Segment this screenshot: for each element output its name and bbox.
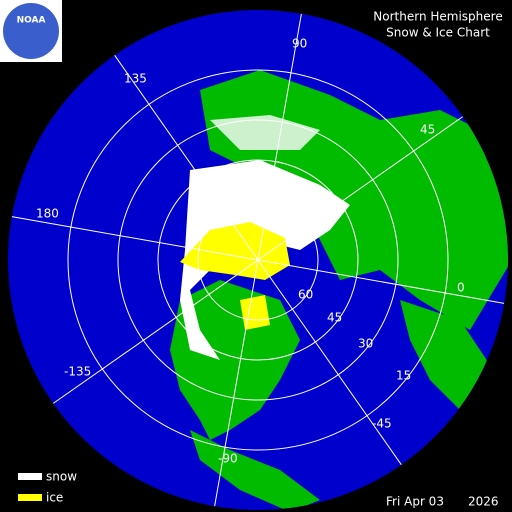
latitude-label: 45: [327, 311, 342, 325]
logo-text: NOAA: [17, 16, 46, 26]
meridian: [114, 54, 402, 466]
graticule: [11, 13, 505, 507]
title-line: Snow & Ice Chart: [386, 26, 490, 40]
longitude-label: 135: [124, 72, 147, 86]
latitude-label: 15: [396, 369, 411, 383]
snow-cover: [210, 115, 320, 150]
latitude-label: 30: [358, 337, 373, 351]
latitude-label: 60: [298, 288, 313, 302]
legend-label: snow: [46, 470, 77, 484]
sea-ice: [240, 295, 270, 330]
longitude-label: 90: [292, 37, 307, 51]
latitude-circle: [117, 119, 399, 401]
latitude-circle: [157, 159, 359, 361]
longitude-label: -45: [372, 417, 392, 431]
latitude-circle: [67, 69, 449, 451]
longitude-label: 180: [36, 207, 59, 221]
title-line: Northern Hemisphere: [373, 10, 502, 24]
longitude-label: -90: [218, 452, 238, 466]
latitude-circle: [197, 199, 319, 321]
legend-swatch: [18, 473, 42, 480]
longitude-label: 45: [420, 123, 435, 137]
central-america: [190, 430, 320, 510]
legend-swatch: [18, 494, 42, 501]
noaa-logo: NOAA: [0, 0, 62, 62]
longitude-label: 0: [457, 281, 465, 295]
logo-disc: [3, 3, 59, 59]
legend-label: ice: [46, 491, 63, 505]
year: 2026: [468, 495, 499, 509]
date: Fri Apr 03: [386, 495, 444, 509]
longitude-label: -135: [64, 365, 91, 379]
